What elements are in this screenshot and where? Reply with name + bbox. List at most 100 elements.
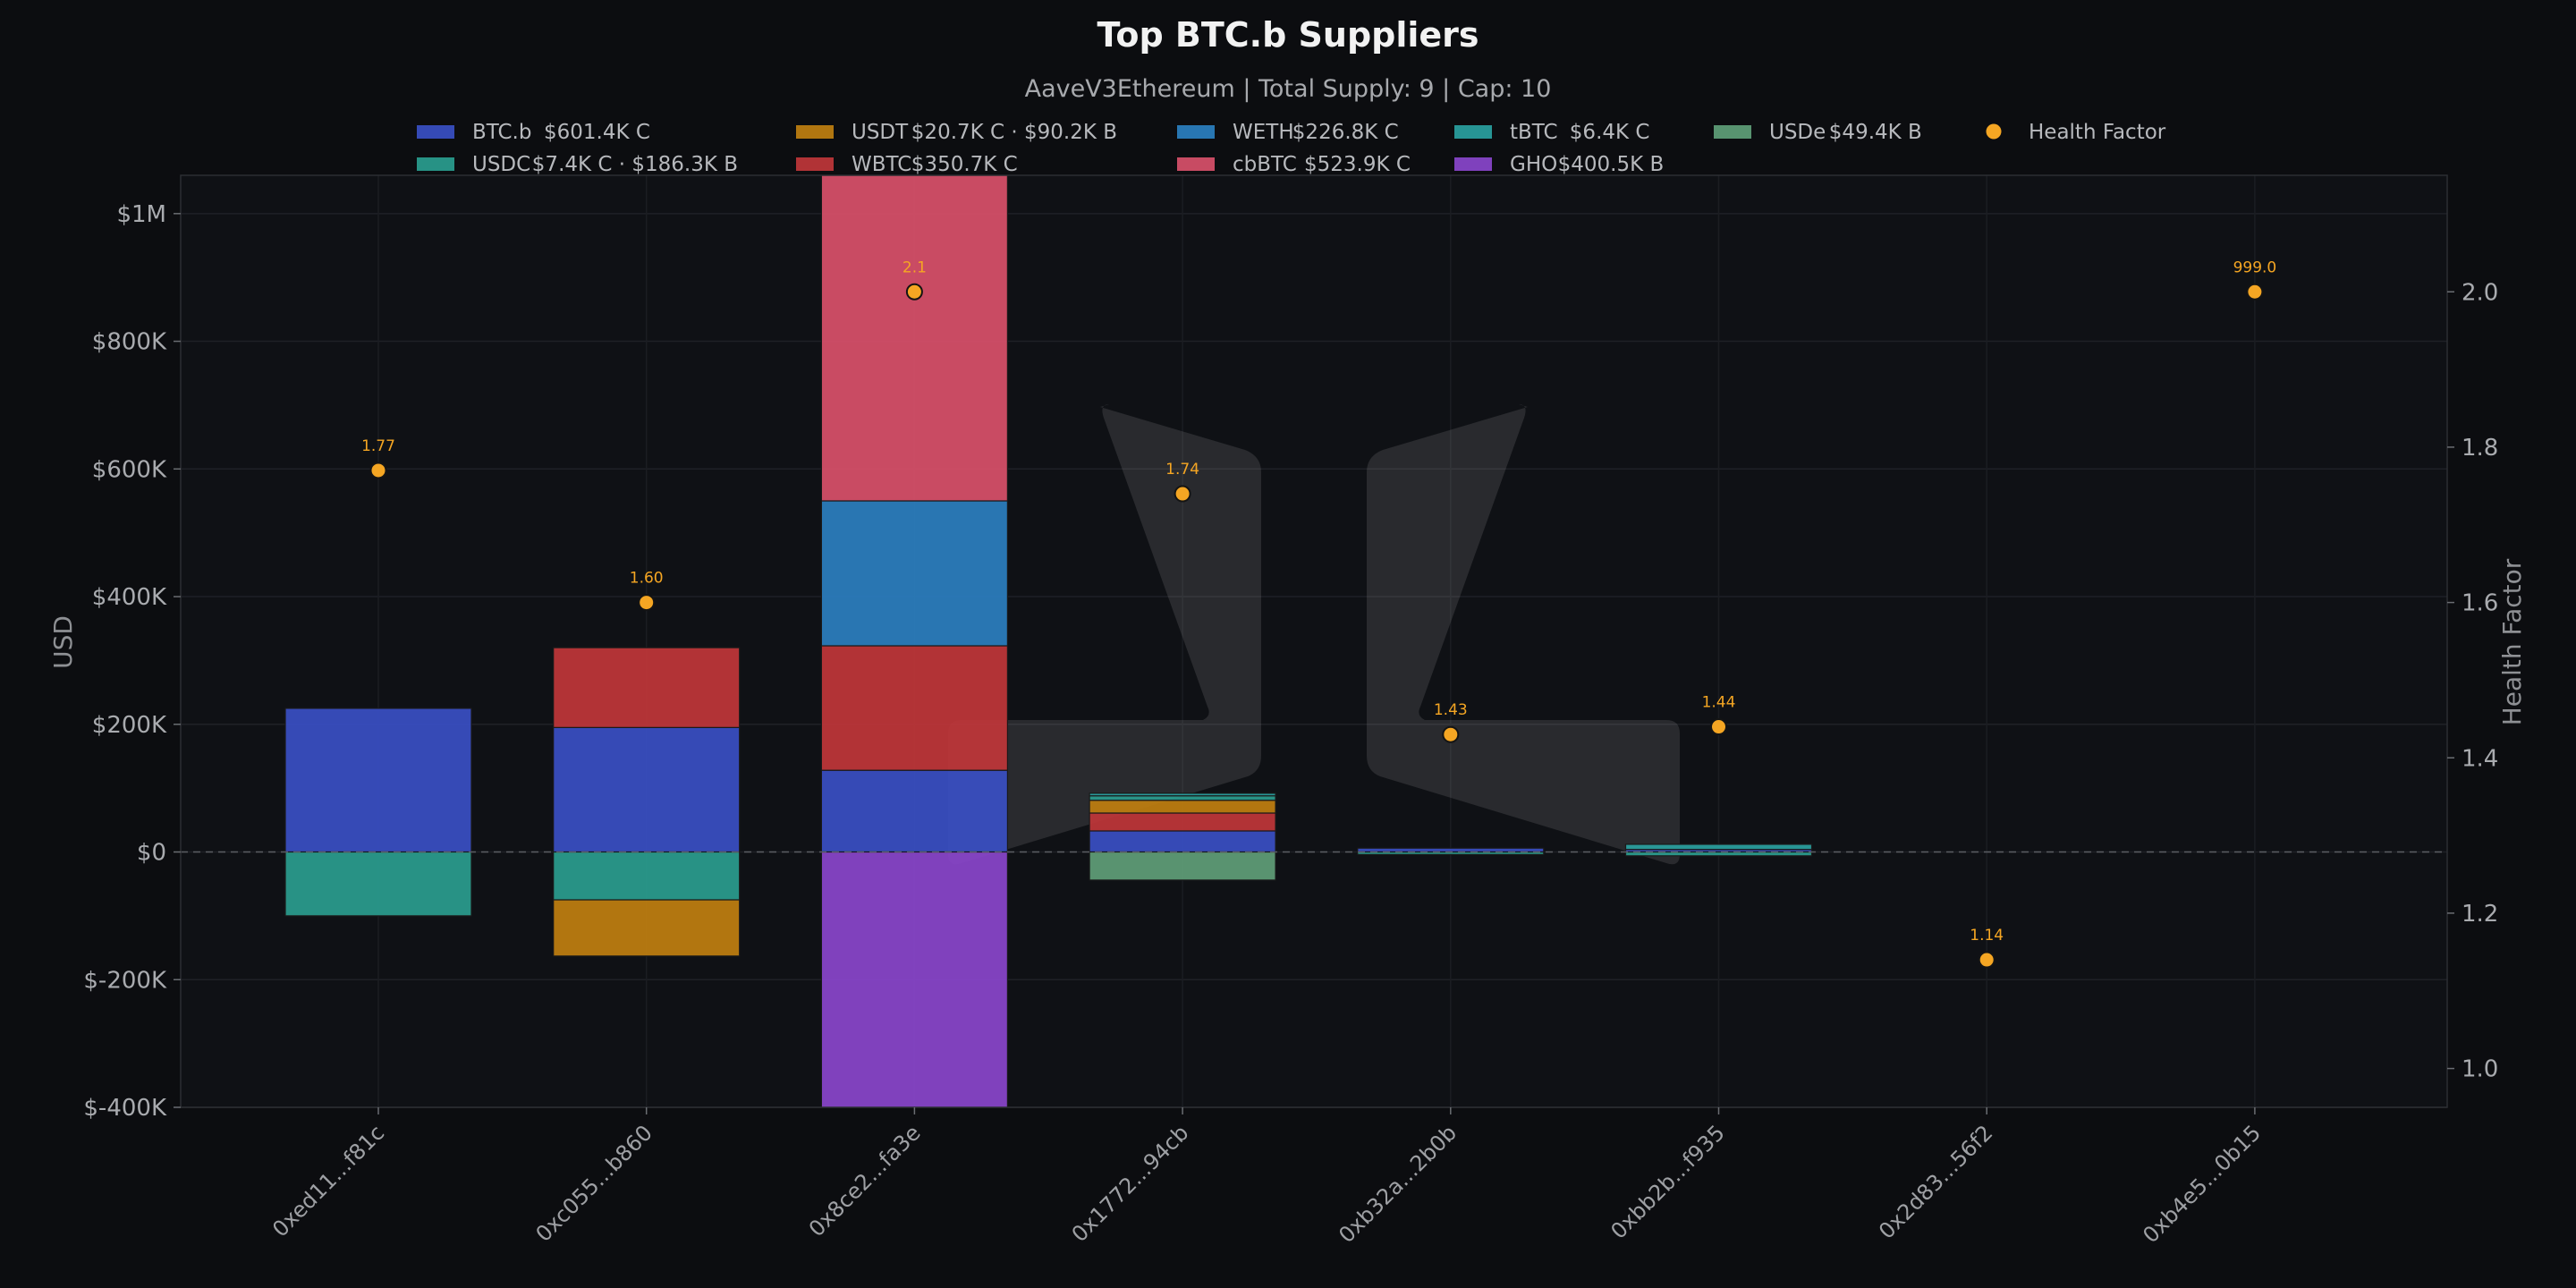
legend-item: USDe $49.4K B [1714, 121, 1922, 144]
health-factor-value-label: 1.60 [630, 570, 664, 588]
bar-segment-btc-b [284, 708, 472, 853]
health-factor-value-label: 1.43 [1434, 701, 1468, 719]
legend-series-value: $601.4K C [544, 121, 650, 144]
health-factor-layer: 1.77 1.60 2.1 1.74 1.43 1.44 1.14 999.0 [361, 258, 2277, 969]
y-tick-label: $-400K [83, 1095, 167, 1122]
bar-segment-usdc [1089, 795, 1276, 801]
health-factor-dot [905, 283, 923, 301]
bar-segment-weth [820, 500, 1009, 647]
y2-tick-label: 1.4 [2462, 745, 2498, 772]
legend-item: BTC.b $601.4K C [417, 121, 650, 144]
bars-layer [181, 175, 2447, 1107]
legend-item: Health Factor [1986, 121, 2166, 144]
watermark-logo [948, 404, 1680, 865]
legend-series-name: cbBTC [1233, 153, 1297, 176]
legend-item: cbBTC $523.9K C [1177, 153, 1411, 176]
health-factor-value-label: 1.77 [361, 437, 395, 455]
legend-swatch [1454, 125, 1492, 139]
legend-item: GHO $400.5K B [1454, 153, 1664, 176]
bar-segment-btc-b [820, 769, 1009, 853]
health-factor-value-label: 1.14 [1970, 927, 2004, 945]
bar-segment-cbbtc [820, 175, 1009, 502]
y2-tick-label: 1.2 [2462, 901, 2498, 928]
bar-segment-tbtc [1089, 792, 1276, 797]
bar-segment-usdt [1089, 800, 1276, 814]
health-factor-value-label: 999.0 [2233, 258, 2277, 276]
plot-frame [180, 174, 2448, 1108]
legend-series-value: $49.4K B [1829, 121, 1922, 144]
y-tick-label: $400K [92, 584, 167, 611]
legend-item: USDT $20.7K C · $90.2K B [796, 121, 1117, 144]
y-tick-label: $-200K [83, 967, 167, 994]
legend-marker-dot [1986, 123, 2002, 140]
legend-series-value: $226.8K C [1292, 121, 1399, 144]
y-tick-label: $1M [116, 201, 166, 228]
y2-tick-label: 1.6 [2462, 590, 2498, 617]
legend-series-value: $20.7K C · $90.2K B [911, 121, 1117, 144]
health-factor-dot [2246, 283, 2264, 301]
bar-segment-wbtc [1089, 812, 1276, 832]
bar-segment-usdc [553, 851, 741, 901]
bar-segment-btc-b [553, 726, 741, 853]
legend-series-name: BTC.b [472, 121, 531, 144]
y2-tick-label: 1.0 [2462, 1056, 2498, 1083]
legend-series-name: tBTC [1510, 121, 1558, 144]
bar-segment-wbtc [553, 647, 741, 728]
legend-series-name: WBTC [852, 153, 911, 176]
plot-background [181, 175, 2447, 1107]
bar-segment-gho [820, 851, 1009, 1107]
bar-segment-wbtc [820, 645, 1009, 771]
legend-swatch [1177, 157, 1215, 171]
health-factor-value-label: 1.44 [1702, 694, 1736, 712]
health-factor-dot [1174, 485, 1191, 503]
y2-tick-label: 2.0 [2462, 279, 2498, 306]
y2-tick-label: 1.8 [2462, 435, 2498, 462]
legend-swatch [796, 157, 834, 171]
legend-swatch [1177, 125, 1215, 139]
bar-segment-btc-b [1089, 830, 1276, 853]
legend-series-name: USDT [852, 121, 909, 144]
legend-swatch [796, 125, 834, 139]
legend-series-name: USDC [472, 153, 530, 176]
legend-item: WETH$226.8K C [1177, 121, 1399, 144]
legend-swatch [417, 125, 454, 139]
y-tick-label: $0 [137, 840, 166, 867]
y-tick-label: $800K [92, 329, 167, 356]
legend-series-value: $523.9K C [1304, 153, 1411, 176]
legend: BTC.b $601.4K C USDT $20.7K C · $90.2K B WET… [417, 121, 2166, 176]
health-factor-value-label: 1.74 [1165, 461, 1199, 479]
bar-segment-usde [1089, 851, 1276, 881]
legend-series-name: USDe [1769, 121, 1826, 144]
y-tick-label: $600K [92, 456, 167, 483]
legend-series-value: $400.5K B [1558, 153, 1665, 176]
legend-item: WBTC $350.7K C [796, 153, 1018, 176]
health-factor-dot [1978, 951, 1996, 969]
legend-swatch [1714, 125, 1751, 139]
health-factor-value-label: 2.1 [902, 258, 927, 276]
legend-series-name: WETH [1233, 121, 1294, 144]
y-tick-label: $200K [92, 712, 167, 739]
legend-series-name: Health Factor [2029, 121, 2166, 144]
bar-segment-tbtc [1624, 843, 1813, 851]
bar-stack-group [284, 175, 1813, 1107]
legend-series-value: $6.4K C [1570, 121, 1650, 144]
chart-subtitle: AaveV3Ethereum | Total Supply: 9 | Cap: … [1025, 75, 1552, 103]
bar-segment-usdc [284, 851, 472, 917]
y2-axis-label: Health Factor [2497, 558, 2527, 725]
legend-series-value: $350.7K C [911, 153, 1018, 176]
bar-segment-usdc [1624, 851, 1813, 857]
legend-item: USDC $7.4K C · $186.3K B [417, 153, 738, 176]
health-factor-dot [638, 594, 656, 612]
chart-title: Top BTC.b Suppliers [1097, 15, 1479, 55]
legend-series-value: $7.4K C · $186.3K B [532, 153, 738, 176]
y-axis-label: USD [48, 615, 78, 669]
legend-swatch [417, 157, 454, 171]
legend-series-name: GHO [1510, 153, 1557, 176]
bar-segment-usdt [553, 899, 741, 957]
health-factor-dot [1442, 725, 1460, 743]
health-factor-dot [1710, 718, 1727, 736]
legend-item: tBTC $6.4K C [1454, 121, 1649, 144]
health-factor-dot [369, 462, 387, 479]
